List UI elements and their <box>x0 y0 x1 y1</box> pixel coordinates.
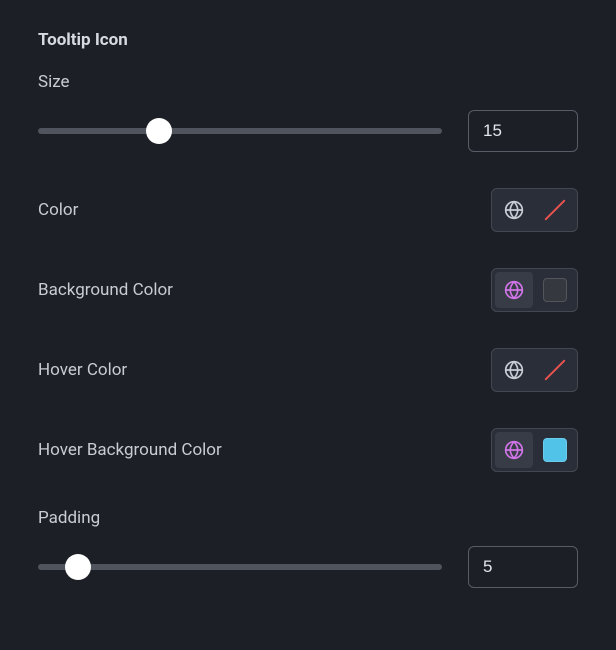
hover-background-color-swatch-button[interactable] <box>536 432 574 468</box>
globe-icon <box>504 280 524 300</box>
no-color-icon <box>543 198 567 222</box>
size-slider-row <box>38 110 578 152</box>
hover-background-color-label: Hover Background Color <box>38 440 222 460</box>
hover-background-color-picker <box>491 428 578 472</box>
background-color-picker <box>491 268 578 312</box>
color-swatch <box>543 438 567 462</box>
color-picker <box>491 188 578 232</box>
size-slider-thumb[interactable] <box>146 118 172 144</box>
padding-label: Padding <box>38 508 578 528</box>
size-slider-track <box>38 128 442 134</box>
color-globe-button[interactable] <box>495 192 533 228</box>
size-label: Size <box>38 72 578 92</box>
padding-slider-track <box>38 564 442 570</box>
size-slider[interactable] <box>38 118 442 144</box>
hover-color-picker <box>491 348 578 392</box>
color-label: Color <box>38 200 78 220</box>
hover-background-color-row: Hover Background Color <box>38 428 578 472</box>
color-swatch <box>543 278 567 302</box>
padding-input[interactable] <box>468 546 578 588</box>
padding-slider-thumb[interactable] <box>65 554 91 580</box>
size-input[interactable] <box>468 110 578 152</box>
padding-slider-row <box>38 546 578 588</box>
hover-color-label: Hover Color <box>38 360 127 380</box>
background-color-globe-button[interactable] <box>495 272 533 308</box>
section-title: Tooltip Icon <box>38 30 578 50</box>
globe-icon <box>504 200 524 220</box>
color-swatch-button[interactable] <box>536 192 574 228</box>
background-color-label: Background Color <box>38 280 173 300</box>
hover-color-swatch-button[interactable] <box>536 352 574 388</box>
hover-background-color-globe-button[interactable] <box>495 432 533 468</box>
background-color-row: Background Color <box>38 268 578 312</box>
globe-icon <box>504 440 524 460</box>
globe-icon <box>504 360 524 380</box>
hover-color-row: Hover Color <box>38 348 578 392</box>
hover-color-globe-button[interactable] <box>495 352 533 388</box>
padding-slider[interactable] <box>38 554 442 580</box>
background-color-swatch-button[interactable] <box>536 272 574 308</box>
no-color-icon <box>543 358 567 382</box>
color-row: Color <box>38 188 578 232</box>
